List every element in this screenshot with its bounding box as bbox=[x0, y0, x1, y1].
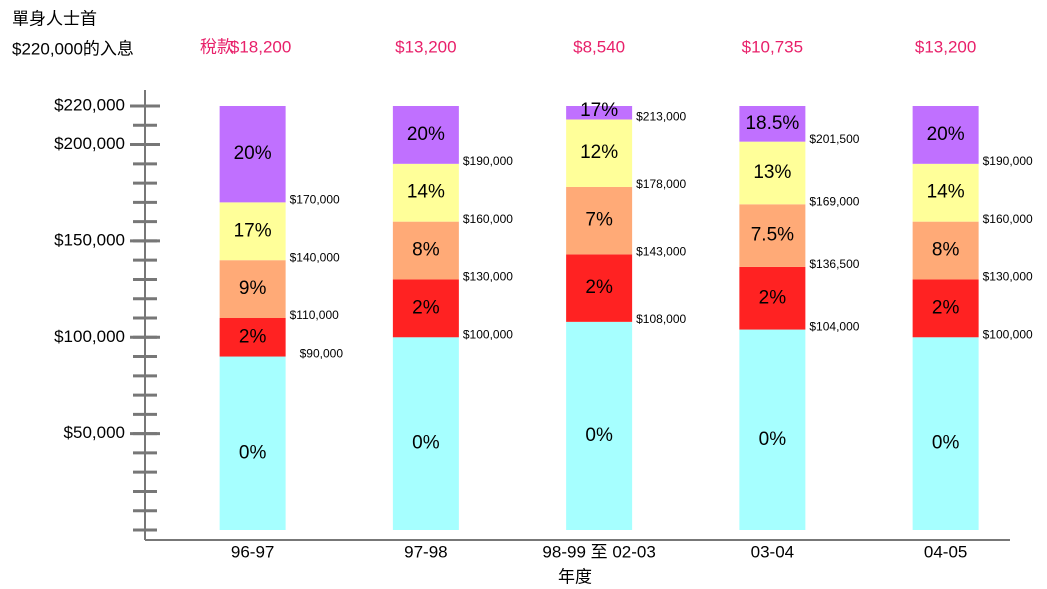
bar-segment bbox=[219, 202, 286, 261]
threshold-label: $104,000 bbox=[809, 320, 859, 334]
bar-segment bbox=[219, 318, 286, 357]
tax-label: $10,735 bbox=[742, 37, 803, 56]
bar-segment bbox=[739, 266, 806, 330]
rate-label: 18.5% bbox=[745, 113, 799, 134]
tax-label: $8,540 bbox=[573, 37, 625, 56]
tax-label: $13,200 bbox=[395, 37, 456, 56]
bar-segment bbox=[912, 279, 979, 338]
rate-label: 9% bbox=[239, 278, 267, 299]
y-tick-label: $220,000 bbox=[54, 95, 125, 114]
x-tick-label: 96-97 bbox=[231, 542, 274, 561]
threshold-label: $130,000 bbox=[983, 270, 1033, 284]
x-tick-label: 97-98 bbox=[404, 542, 447, 561]
x-tick-label: 98-99 至 02-03 bbox=[542, 542, 655, 561]
rate-label: 20% bbox=[407, 124, 445, 145]
rate-label: 8% bbox=[412, 240, 440, 261]
threshold-label: $190,000 bbox=[983, 154, 1033, 168]
bar-segment bbox=[566, 321, 633, 530]
threshold-label: $213,000 bbox=[636, 110, 686, 124]
threshold-label: $108,000 bbox=[636, 312, 686, 326]
bar-segment bbox=[566, 254, 633, 322]
threshold-label: $201,500 bbox=[809, 132, 859, 146]
y-tick-label: $100,000 bbox=[54, 327, 125, 346]
rate-label: 8% bbox=[932, 240, 960, 261]
rate-label: 0% bbox=[412, 433, 440, 454]
rate-label: 0% bbox=[585, 425, 613, 446]
rate-label: 7.5% bbox=[751, 225, 794, 246]
bar-segment bbox=[912, 221, 979, 280]
threshold-label: $100,000 bbox=[983, 327, 1033, 341]
y-tick-label: $50,000 bbox=[64, 423, 125, 442]
bar-segment bbox=[566, 186, 633, 255]
threshold-label: $143,000 bbox=[636, 245, 686, 259]
rate-label: 12% bbox=[580, 142, 618, 163]
rate-label: 13% bbox=[753, 162, 791, 183]
threshold-label: $169,000 bbox=[809, 194, 859, 208]
bar-segment bbox=[392, 279, 459, 338]
bar-segment bbox=[739, 204, 806, 267]
bar-segment bbox=[739, 106, 806, 142]
rate-label: 2% bbox=[412, 297, 440, 318]
bar-segment bbox=[566, 119, 633, 187]
rate-label: 20% bbox=[927, 124, 965, 145]
threshold-label: $160,000 bbox=[983, 212, 1033, 226]
bar-segment bbox=[912, 337, 979, 530]
threshold-label: $100,000 bbox=[463, 327, 513, 341]
rate-label: 2% bbox=[239, 326, 267, 347]
tax-label: $13,200 bbox=[915, 37, 976, 56]
bar-segment bbox=[392, 221, 459, 280]
rate-label: 17% bbox=[580, 100, 618, 121]
y-label: 單身人士首 bbox=[12, 9, 97, 28]
threshold-label: $90,000 bbox=[300, 347, 344, 361]
rate-label: 0% bbox=[239, 442, 267, 463]
rate-label: 14% bbox=[407, 182, 445, 203]
y-tick-label: $200,000 bbox=[54, 134, 125, 153]
threshold-label: $110,000 bbox=[290, 308, 339, 322]
bar-segment bbox=[912, 106, 979, 164]
rate-label: 14% bbox=[927, 182, 965, 203]
rate-label: 2% bbox=[932, 297, 960, 318]
bar-segment bbox=[739, 329, 806, 530]
threshold-label: $136,500 bbox=[809, 257, 859, 271]
rate-label: 2% bbox=[585, 277, 613, 298]
threshold-label: $140,000 bbox=[290, 250, 340, 264]
bar-segment bbox=[392, 106, 459, 164]
x-tick-label: 04-05 bbox=[924, 542, 967, 561]
threshold-label: $170,000 bbox=[290, 193, 340, 207]
bar-segment bbox=[392, 337, 459, 530]
rate-label: 7% bbox=[585, 210, 613, 231]
x-label: 年度 bbox=[558, 567, 592, 586]
x-tick-label: 03-04 bbox=[751, 542, 794, 561]
threshold-label: $130,000 bbox=[463, 270, 513, 284]
rate-label: 20% bbox=[234, 143, 272, 164]
bar-segment bbox=[566, 106, 633, 120]
y-tick-label: $150,000 bbox=[54, 230, 125, 249]
rate-label: 2% bbox=[759, 287, 787, 308]
bar-segment bbox=[739, 141, 806, 205]
y-label: $220,000的入息 bbox=[12, 39, 134, 58]
bar-segment bbox=[219, 106, 286, 203]
bar-segment bbox=[392, 163, 459, 222]
rate-label: 17% bbox=[234, 220, 272, 241]
rate-label: 0% bbox=[932, 433, 960, 454]
bar-segment bbox=[219, 356, 286, 530]
bar-segment bbox=[912, 163, 979, 222]
threshold-label: $190,000 bbox=[463, 154, 513, 168]
tax-label: $18,200 bbox=[230, 37, 291, 56]
bar-segment bbox=[219, 260, 286, 318]
threshold-label: $160,000 bbox=[463, 212, 513, 226]
threshold-label: $178,000 bbox=[636, 177, 686, 191]
rate-label: 0% bbox=[759, 429, 787, 450]
tax-prefix: 稅款 bbox=[200, 37, 234, 56]
